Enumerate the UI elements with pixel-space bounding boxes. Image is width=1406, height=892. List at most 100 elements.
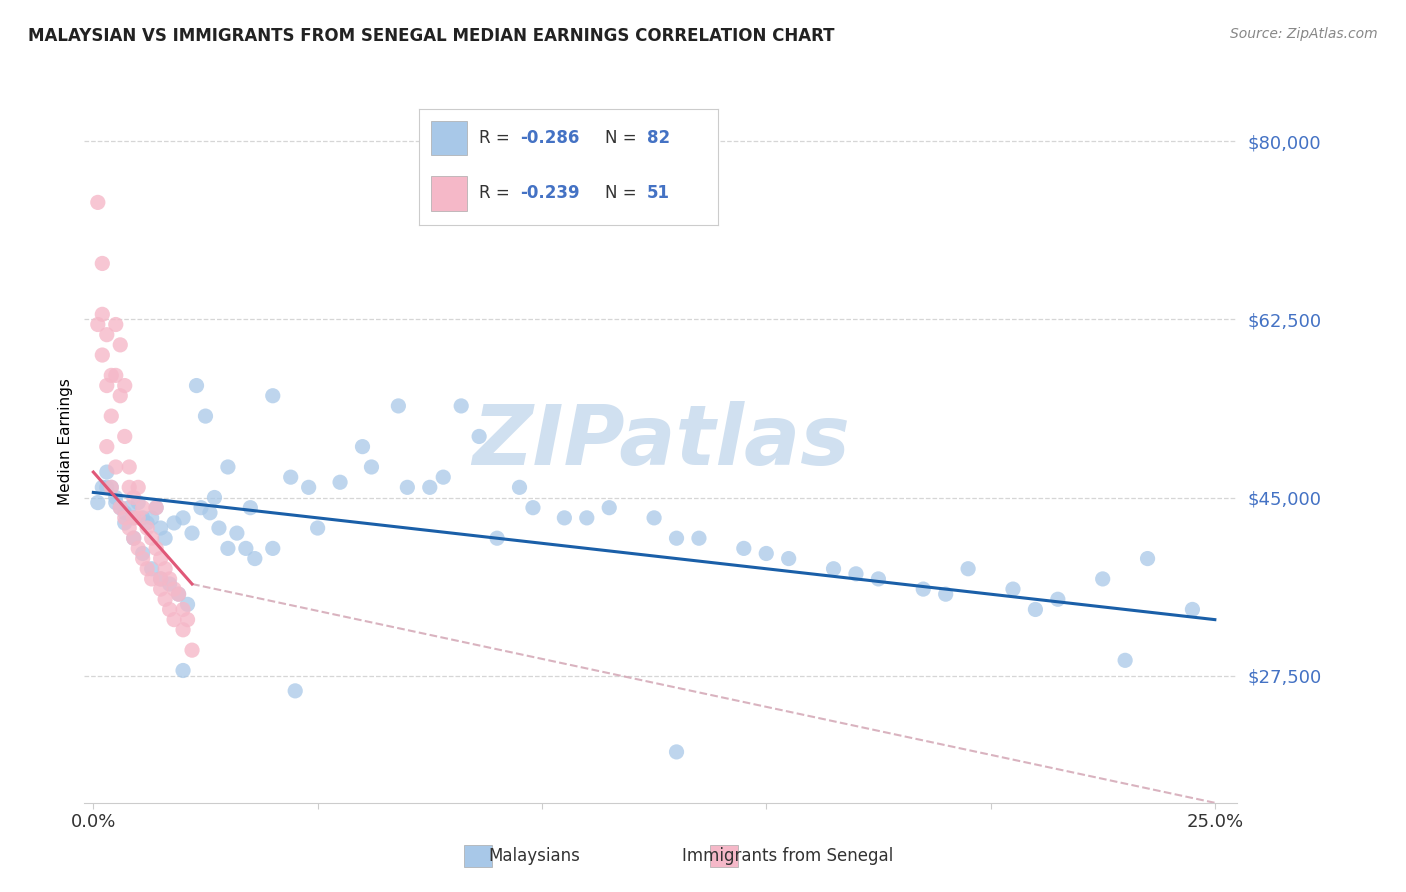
Point xyxy=(110,500,132,515)
Point xyxy=(118,480,141,494)
Point xyxy=(122,511,145,525)
Point xyxy=(360,460,382,475)
Point xyxy=(194,409,217,423)
Point xyxy=(553,511,575,525)
Point xyxy=(149,521,172,535)
Point xyxy=(100,368,122,383)
Point xyxy=(1001,582,1024,596)
Point xyxy=(141,511,163,525)
Point xyxy=(100,480,122,494)
Point xyxy=(486,531,509,545)
Point xyxy=(665,531,688,545)
Point xyxy=(127,495,149,509)
Point xyxy=(87,495,110,509)
Point xyxy=(262,389,284,403)
Point xyxy=(122,491,145,505)
Point xyxy=(307,521,329,535)
Point xyxy=(141,572,163,586)
Point xyxy=(122,511,145,525)
Point xyxy=(145,500,167,515)
Point xyxy=(755,546,778,560)
Point xyxy=(468,429,491,443)
Point xyxy=(145,500,167,515)
Y-axis label: Median Earnings: Median Earnings xyxy=(58,378,73,505)
Point xyxy=(104,495,127,509)
Point xyxy=(163,516,186,530)
Text: MALAYSIAN VS IMMIGRANTS FROM SENEGAL MEDIAN EARNINGS CORRELATION CHART: MALAYSIAN VS IMMIGRANTS FROM SENEGAL MED… xyxy=(28,27,835,45)
Point xyxy=(280,470,302,484)
Point xyxy=(122,531,145,545)
Point xyxy=(1114,653,1136,667)
Point xyxy=(96,440,118,454)
Point xyxy=(823,562,845,576)
Point xyxy=(149,582,172,596)
Point xyxy=(172,602,194,616)
Point xyxy=(114,511,136,525)
Point xyxy=(217,460,239,475)
Point xyxy=(159,577,181,591)
Point xyxy=(127,511,149,525)
Point xyxy=(190,500,212,515)
Point xyxy=(198,506,221,520)
Point xyxy=(136,562,159,576)
Point xyxy=(104,491,127,505)
Point xyxy=(1136,551,1159,566)
Point xyxy=(868,572,890,586)
Point xyxy=(284,684,307,698)
Point xyxy=(235,541,257,556)
Point xyxy=(127,541,149,556)
Point xyxy=(131,511,153,525)
Point xyxy=(1046,592,1069,607)
Point xyxy=(91,307,114,321)
Text: ZIPatlas: ZIPatlas xyxy=(472,401,849,482)
Point xyxy=(912,582,935,596)
Point xyxy=(87,318,110,332)
Point xyxy=(91,348,114,362)
Point xyxy=(396,480,419,494)
Point xyxy=(432,470,454,484)
Point xyxy=(181,643,204,657)
Point xyxy=(217,541,239,556)
Point xyxy=(172,664,194,678)
Point xyxy=(159,572,181,586)
Point xyxy=(688,531,710,545)
Point xyxy=(96,327,118,342)
Point xyxy=(96,378,118,392)
Point xyxy=(262,541,284,556)
Point xyxy=(643,511,665,525)
Point xyxy=(935,587,957,601)
Point xyxy=(167,587,190,601)
Point xyxy=(957,562,980,576)
Point xyxy=(118,460,141,475)
Point xyxy=(522,500,544,515)
Point xyxy=(104,318,127,332)
Point xyxy=(1091,572,1114,586)
Point xyxy=(100,409,122,423)
Point xyxy=(575,511,598,525)
Point xyxy=(598,500,620,515)
Point xyxy=(163,582,186,596)
Point xyxy=(131,500,153,515)
Point xyxy=(149,572,172,586)
Point xyxy=(225,526,247,541)
Point xyxy=(419,480,441,494)
Point xyxy=(167,587,190,601)
Point xyxy=(329,475,352,490)
Point xyxy=(104,368,127,383)
Point xyxy=(96,480,118,494)
Bar xyxy=(710,845,738,867)
Point xyxy=(100,480,122,494)
Point xyxy=(114,429,136,443)
Point xyxy=(778,551,800,566)
Point xyxy=(665,745,688,759)
Point xyxy=(243,551,266,566)
Point xyxy=(114,378,136,392)
Point xyxy=(176,598,198,612)
Text: Malaysians: Malaysians xyxy=(488,847,581,865)
Point xyxy=(181,526,204,541)
Text: Source: ZipAtlas.com: Source: ZipAtlas.com xyxy=(1230,27,1378,41)
Point xyxy=(153,562,176,576)
Point xyxy=(352,440,374,454)
Point xyxy=(1024,602,1046,616)
Point xyxy=(153,592,176,607)
